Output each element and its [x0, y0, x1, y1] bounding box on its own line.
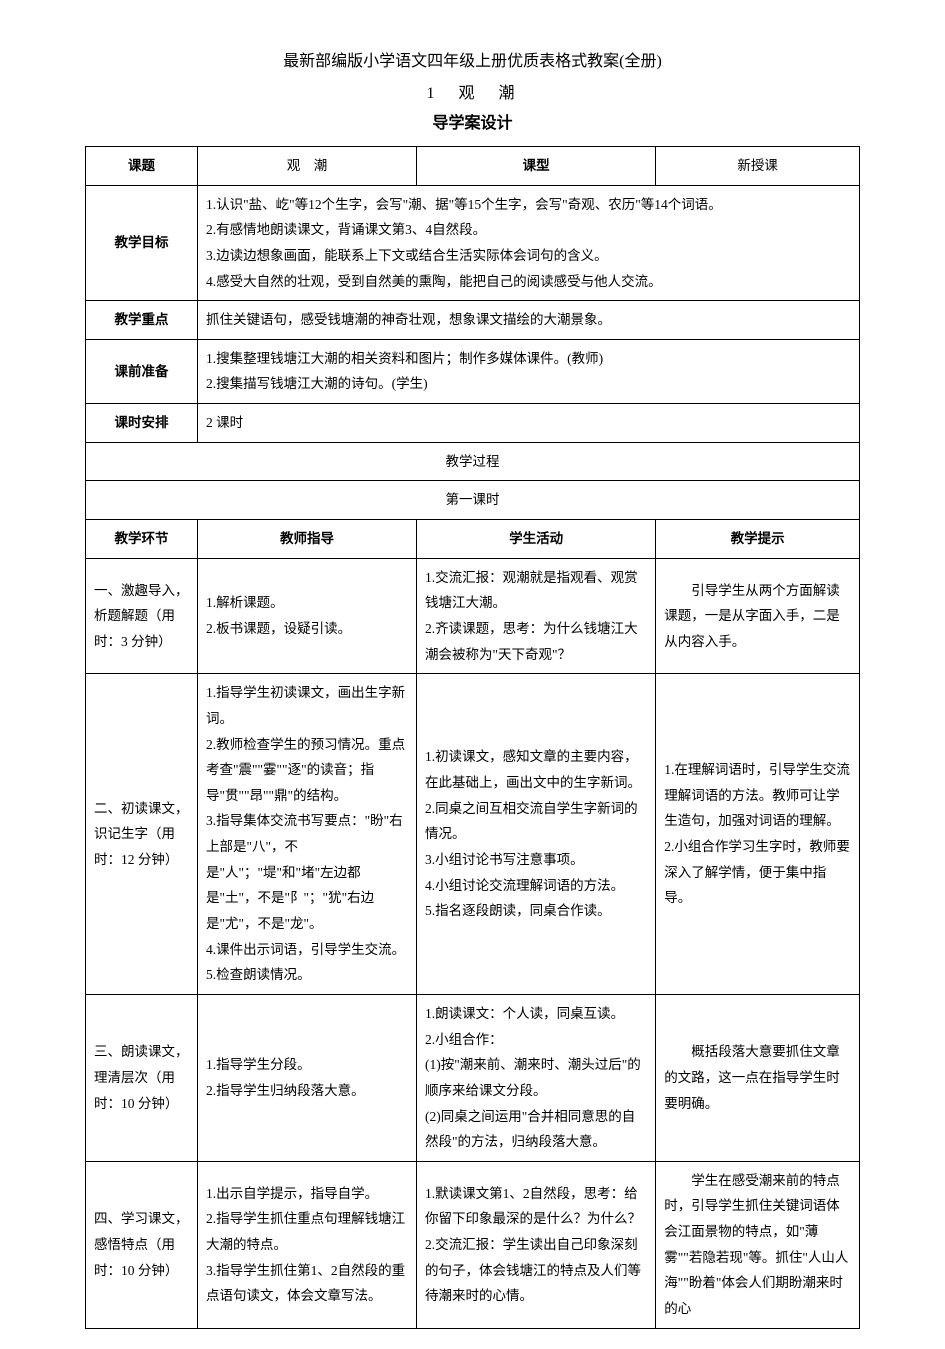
mubiao-row: 教学目标 1.认识"盐、屹"等12个生字，会写"潮、据"等15个生字，会写"奇观…: [86, 185, 860, 301]
anpai-row: 课时安排 2 课时: [86, 404, 860, 443]
s2-env: 二、初读课文，识记生字（用时：12 分钟）: [86, 674, 198, 995]
anpai-text: 2 课时: [198, 404, 860, 443]
anpai-label: 课时安排: [86, 404, 198, 443]
s4-teacher: 1.出示自学提示，指导自学。2.指导学生抓住重点句理解钱塘江大潮的特点。3.指导…: [198, 1161, 417, 1328]
kexing-label: 课型: [416, 147, 655, 186]
process-row: 教学过程: [86, 442, 860, 481]
first-lesson-row: 第一课时: [86, 481, 860, 520]
lesson-plan-table: 课题 观 潮 课型 新授课 教学目标 1.认识"盐、屹"等12个生字，会写"潮、…: [85, 146, 860, 1329]
s1-env: 一、激趣导入，析题解题（用时：3 分钟）: [86, 558, 198, 674]
s3-student: 1.朗读课文：个人读，同桌互读。2.小组合作：(1)按"潮来前、潮来时、潮头过后…: [416, 994, 655, 1161]
s1-tip: 引导学生从两个方面解读课题，一是从字面入手，二是从内容入手。: [656, 558, 860, 674]
s3-env: 三、朗读课文，理清层次（用时：10 分钟）: [86, 994, 198, 1161]
s3-tip: 概括段落大意要抓住文章的文路，这一点在指导学生时要明确。: [656, 994, 860, 1161]
header-row: 课题 观 潮 课型 新授课: [86, 147, 860, 186]
col-teacher: 教师指导: [198, 520, 417, 559]
column-header-row: 教学环节 教师指导 学生活动 教学提示: [86, 520, 860, 559]
zhongdian-row: 教学重点 抓住关键语句，感受钱塘潮的神奇壮观，想象课文描绘的大潮景象。: [86, 301, 860, 340]
keti-value: 观 潮: [198, 147, 417, 186]
s4-env: 四、学习课文，感悟特点（用时：10 分钟）: [86, 1161, 198, 1328]
lesson-title: 1 观 潮: [85, 82, 860, 106]
main-title: 最新部编版小学语文四年级上册优质表格式教案(全册): [85, 50, 860, 74]
keti-label: 课题: [86, 147, 198, 186]
zhunbei-text: 1.搜集整理钱塘江大潮的相关资料和图片；制作多媒体课件。(教师)2.搜集描写钱塘…: [198, 339, 860, 403]
first-lesson-title: 第一课时: [86, 481, 860, 520]
design-title: 导学案设计: [85, 112, 860, 136]
col-tip: 教学提示: [656, 520, 860, 559]
section-1-row: 一、激趣导入，析题解题（用时：3 分钟） 1.解析课题。2.板书课题，设疑引读。…: [86, 558, 860, 674]
s2-student: 1.初读课文，感知文章的主要内容，在此基础上，画出文中的生字新词。2.同桌之间互…: [416, 674, 655, 995]
s4-student: 1.默读课文第1、2自然段，思考：给你留下印象最深的是什么？为什么？2.交流汇报…: [416, 1161, 655, 1328]
s1-student: 1.交流汇报：观潮就是指观看、观赏钱塘江大潮。2.齐读课题，思考：为什么钱塘江大…: [416, 558, 655, 674]
s1-teacher: 1.解析课题。2.板书课题，设疑引读。: [198, 558, 417, 674]
zhunbei-row: 课前准备 1.搜集整理钱塘江大潮的相关资料和图片；制作多媒体课件。(教师)2.搜…: [86, 339, 860, 403]
section-3-row: 三、朗读课文，理清层次（用时：10 分钟） 1.指导学生分段。2.指导学生归纳段…: [86, 994, 860, 1161]
section-4-row: 四、学习课文，感悟特点（用时：10 分钟） 1.出示自学提示，指导自学。2.指导…: [86, 1161, 860, 1328]
kexing-value: 新授课: [656, 147, 860, 186]
col-student: 学生活动: [416, 520, 655, 559]
mubiao-text: 1.认识"盐、屹"等12个生字，会写"潮、据"等15个生字，会写"奇观、农历"等…: [198, 185, 860, 301]
s4-tip: 学生在感受潮来前的特点时，引导学生抓住关键词语体会江面景物的特点，如"薄雾""若…: [656, 1161, 860, 1328]
section-2-row: 二、初读课文，识记生字（用时：12 分钟） 1.指导学生初读课文，画出生字新词。…: [86, 674, 860, 995]
process-title: 教学过程: [86, 442, 860, 481]
s2-tip: 1.在理解词语时，引导学生交流理解词语的方法。教师可让学生造句，加强对词语的理解…: [656, 674, 860, 995]
s3-teacher: 1.指导学生分段。2.指导学生归纳段落大意。: [198, 994, 417, 1161]
s2-teacher: 1.指导学生初读课文，画出生字新词。2.教师检查学生的预习情况。重点考查"震""…: [198, 674, 417, 995]
zhongdian-text: 抓住关键语句，感受钱塘潮的神奇壮观，想象课文描绘的大潮景象。: [198, 301, 860, 340]
mubiao-label: 教学目标: [86, 185, 198, 301]
zhunbei-label: 课前准备: [86, 339, 198, 403]
zhongdian-label: 教学重点: [86, 301, 198, 340]
col-env: 教学环节: [86, 520, 198, 559]
